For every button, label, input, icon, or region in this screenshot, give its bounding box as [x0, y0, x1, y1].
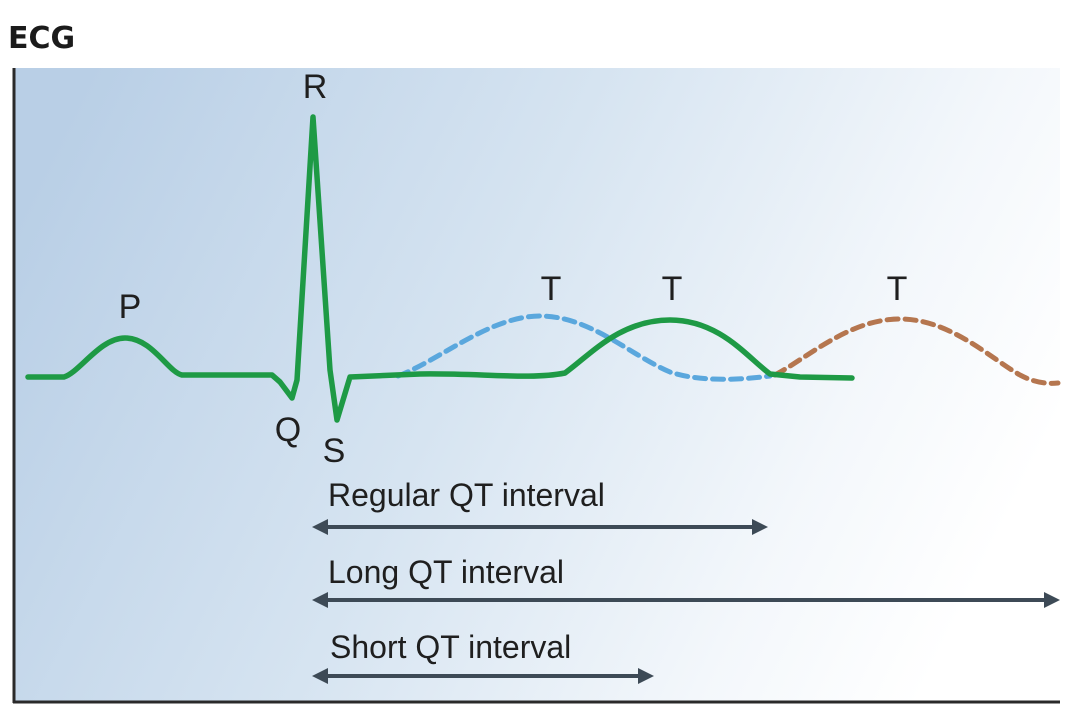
ecg-trace — [25, 114, 855, 423]
s-wave-label: S — [323, 432, 346, 470]
long-qt-label: Long QT interval — [328, 554, 564, 590]
long-qt-t-wave — [772, 316, 1061, 386]
short-qt-label: Short QT interval — [330, 629, 571, 665]
t-wave-short-label: T — [541, 270, 562, 308]
background-panel — [14, 68, 1060, 702]
p-wave-label: P — [119, 288, 142, 326]
q-wave-label: Q — [275, 411, 301, 449]
t-wave-regular-label: T — [662, 270, 683, 308]
r-peak-label: R — [303, 68, 328, 106]
t-wave-long-label: T — [887, 270, 908, 308]
short-qt-t-wave — [395, 313, 773, 382]
diagram-title: ECG — [8, 21, 75, 56]
regular-qt-label: Regular QT interval — [328, 477, 605, 513]
